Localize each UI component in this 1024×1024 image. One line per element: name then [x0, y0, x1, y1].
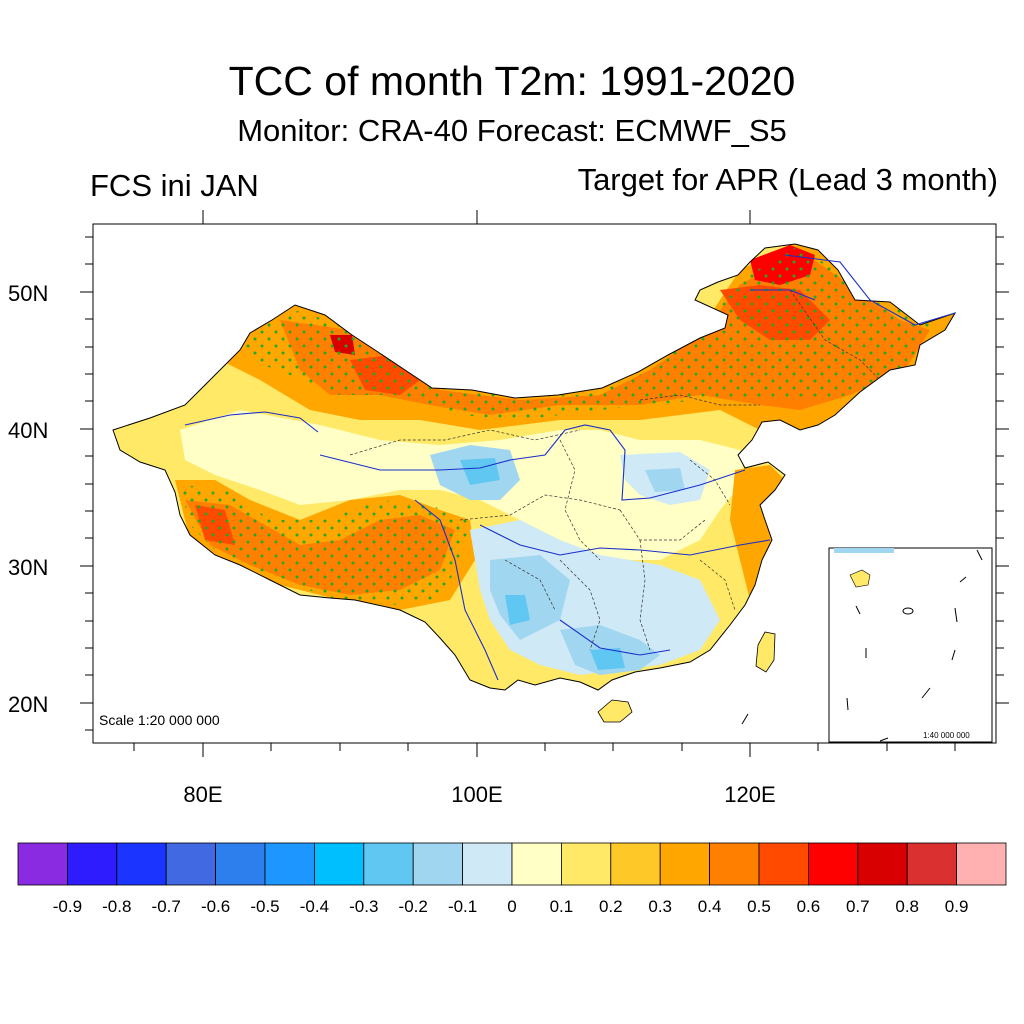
lat-label-40n: 40N: [8, 418, 49, 443]
lat-ticks: [80, 236, 1009, 731]
colorbar-swatch: [808, 842, 859, 886]
colorbar-label: 0.1: [549, 897, 574, 916]
colorbar-label: -0.8: [102, 897, 132, 916]
colorbar-swatch: [215, 842, 266, 886]
colorbar-label: 0.4: [697, 897, 722, 916]
colorbar-swatch: [610, 842, 661, 886]
page-title: TCC of month T2m: 1991-2020: [228, 58, 796, 104]
china-outline: [112, 243, 957, 691]
target-label: Target for APR (Lead 3 month): [577, 162, 998, 197]
colorbar-label: -0.2: [398, 897, 428, 916]
colorbar-label: 0.3: [648, 897, 672, 916]
colorbar-swatch: [511, 842, 562, 886]
subtitle: Monitor: CRA-40 Forecast: ECMWF_S5: [237, 113, 787, 148]
rivers: [184, 254, 956, 681]
province-boundaries: [349, 289, 881, 651]
lat-label-30n: 30N: [8, 555, 49, 580]
colorbar: [17, 842, 1007, 886]
colorbar-label: 0: [507, 897, 517, 916]
colorbar-swatch: [758, 842, 809, 886]
inset-scale-label: 1:40 000 000: [923, 731, 970, 740]
colorbar-label: 0.8: [895, 897, 919, 916]
colorbar-swatch: [165, 842, 216, 886]
colorbar-swatch: [561, 842, 612, 886]
colorbar-swatch: [956, 842, 1007, 886]
colorbar-swatch: [264, 842, 315, 886]
colorbar-label: -0.1: [447, 897, 478, 916]
colorbar-label: -0.6: [200, 897, 231, 916]
colorbar-label: 0.7: [845, 897, 870, 916]
colorbar-swatch: [462, 842, 513, 886]
lon-label-120e: 120E: [724, 782, 776, 807]
colorbar-swatch: [313, 842, 365, 886]
colorbar-swatch: [67, 842, 118, 886]
colorbar-swatch: [857, 842, 908, 886]
colorbar-swatch: [363, 842, 414, 886]
colorbar-swatch: [659, 842, 711, 886]
lon-ticks: [133, 210, 956, 757]
hainan-island: [597, 699, 633, 723]
colorbar-label: -0.4: [299, 897, 330, 916]
inset-map: [741, 547, 993, 743]
lon-label-80e: 80E: [183, 782, 223, 807]
colorbar-label: 0.6: [796, 897, 821, 916]
colorbar-swatch: [17, 842, 68, 886]
colorbar-label: -0.9: [52, 897, 83, 916]
lat-label-50n: 50N: [8, 281, 49, 306]
colorbar-label: -0.7: [151, 897, 181, 916]
colorbar-swatch: [906, 842, 958, 886]
colorbar-label: 0.2: [598, 897, 623, 916]
colorbar-label: 0.9: [944, 897, 969, 916]
init-label: FCS ini JAN: [90, 168, 259, 203]
lat-label-20n: 20N: [8, 692, 49, 717]
colorbar-swatch: [412, 842, 464, 886]
scale-label: Scale 1:20 000 000: [99, 712, 220, 728]
colorbar-label: 0.5: [747, 897, 771, 916]
lon-label-100e: 100E: [451, 782, 503, 807]
colorbar-label: -0.3: [349, 897, 379, 916]
colorbar-label: -0.5: [250, 897, 280, 916]
colorbar-swatch: [116, 842, 167, 886]
colorbar-swatch: [709, 842, 760, 886]
taiwan-island: [755, 631, 776, 673]
